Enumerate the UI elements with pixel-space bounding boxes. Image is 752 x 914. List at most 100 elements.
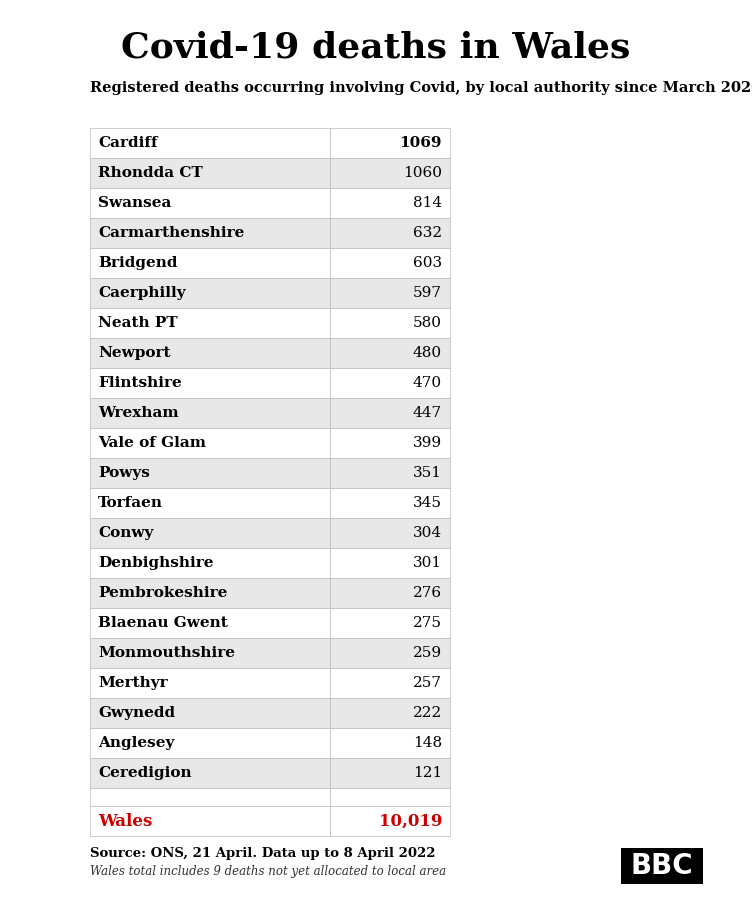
Bar bbox=[330, 728, 450, 758]
Text: Torfaen: Torfaen bbox=[98, 496, 163, 510]
Bar bbox=[90, 806, 330, 836]
Bar bbox=[90, 368, 330, 398]
Bar bbox=[330, 338, 450, 368]
Text: Powys: Powys bbox=[98, 466, 150, 480]
Bar bbox=[621, 848, 703, 884]
Bar bbox=[330, 608, 450, 638]
Bar bbox=[90, 698, 330, 728]
Text: 470: 470 bbox=[413, 376, 442, 390]
Text: Merthyr: Merthyr bbox=[98, 676, 168, 690]
Text: BBC: BBC bbox=[631, 852, 693, 880]
Bar bbox=[90, 728, 330, 758]
Bar bbox=[90, 458, 330, 488]
Bar bbox=[330, 698, 450, 728]
Bar bbox=[330, 788, 450, 806]
Text: Wales: Wales bbox=[98, 813, 152, 830]
Text: 603: 603 bbox=[413, 256, 442, 270]
Bar bbox=[90, 248, 330, 278]
Bar bbox=[330, 638, 450, 668]
Bar bbox=[90, 398, 330, 428]
Text: Conwy: Conwy bbox=[98, 526, 153, 540]
Bar bbox=[90, 188, 330, 218]
Bar bbox=[330, 758, 450, 788]
Bar bbox=[330, 806, 450, 836]
Bar bbox=[330, 518, 450, 548]
Bar bbox=[90, 278, 330, 308]
Bar bbox=[90, 488, 330, 518]
Bar bbox=[90, 338, 330, 368]
Text: Gwynedd: Gwynedd bbox=[98, 706, 175, 720]
Text: Swansea: Swansea bbox=[98, 196, 171, 210]
Text: 304: 304 bbox=[413, 526, 442, 540]
Text: 257: 257 bbox=[413, 676, 442, 690]
Text: 222: 222 bbox=[413, 706, 442, 720]
Text: 148: 148 bbox=[413, 736, 442, 750]
Text: Neath PT: Neath PT bbox=[98, 316, 177, 330]
Bar bbox=[90, 218, 330, 248]
Text: 121: 121 bbox=[413, 766, 442, 780]
Bar bbox=[330, 278, 450, 308]
Bar bbox=[90, 428, 330, 458]
Bar bbox=[330, 248, 450, 278]
Text: 275: 275 bbox=[413, 616, 442, 630]
Text: 447: 447 bbox=[413, 406, 442, 420]
Bar bbox=[330, 548, 450, 578]
Text: Anglesey: Anglesey bbox=[98, 736, 174, 750]
Bar bbox=[90, 158, 330, 188]
Bar bbox=[90, 128, 330, 158]
Text: 580: 580 bbox=[413, 316, 442, 330]
Bar bbox=[90, 308, 330, 338]
Text: Flintshire: Flintshire bbox=[98, 376, 182, 390]
Bar bbox=[330, 158, 450, 188]
Text: Newport: Newport bbox=[98, 346, 171, 360]
Text: 1069: 1069 bbox=[399, 136, 442, 150]
Bar bbox=[330, 668, 450, 698]
Text: Carmarthenshire: Carmarthenshire bbox=[98, 226, 244, 240]
Text: Covid-19 deaths in Wales: Covid-19 deaths in Wales bbox=[121, 31, 631, 65]
Text: Pembrokeshire: Pembrokeshire bbox=[98, 586, 227, 600]
Text: Blaenau Gwent: Blaenau Gwent bbox=[98, 616, 228, 630]
Bar bbox=[330, 428, 450, 458]
Text: Rhondda CT: Rhondda CT bbox=[98, 166, 203, 180]
Text: 345: 345 bbox=[413, 496, 442, 510]
Text: 814: 814 bbox=[413, 196, 442, 210]
Text: 10,019: 10,019 bbox=[378, 813, 442, 830]
Bar bbox=[90, 758, 330, 788]
Bar bbox=[330, 578, 450, 608]
Text: 1060: 1060 bbox=[403, 166, 442, 180]
Bar bbox=[90, 638, 330, 668]
Text: Monmouthshire: Monmouthshire bbox=[98, 646, 235, 660]
Text: Bridgend: Bridgend bbox=[98, 256, 177, 270]
Bar bbox=[330, 308, 450, 338]
Bar bbox=[90, 548, 330, 578]
Bar bbox=[90, 668, 330, 698]
Text: 632: 632 bbox=[413, 226, 442, 240]
Bar bbox=[90, 788, 330, 806]
Text: 276: 276 bbox=[413, 586, 442, 600]
Text: Wrexham: Wrexham bbox=[98, 406, 179, 420]
Bar bbox=[330, 398, 450, 428]
Bar bbox=[90, 578, 330, 608]
Text: 597: 597 bbox=[413, 286, 442, 300]
Text: Ceredigion: Ceredigion bbox=[98, 766, 192, 780]
Text: 399: 399 bbox=[413, 436, 442, 450]
Text: 351: 351 bbox=[413, 466, 442, 480]
Text: Cardiff: Cardiff bbox=[98, 136, 158, 150]
Text: Denbighshire: Denbighshire bbox=[98, 556, 214, 570]
Text: Wales total includes 9 deaths not yet allocated to local area: Wales total includes 9 deaths not yet al… bbox=[90, 866, 446, 878]
Text: Source: ONS, 21 April. Data up to 8 April 2022: Source: ONS, 21 April. Data up to 8 Apri… bbox=[90, 847, 435, 860]
Bar bbox=[90, 518, 330, 548]
Bar bbox=[330, 128, 450, 158]
Bar bbox=[330, 218, 450, 248]
Bar bbox=[330, 458, 450, 488]
Text: 480: 480 bbox=[413, 346, 442, 360]
Text: Vale of Glam: Vale of Glam bbox=[98, 436, 206, 450]
Text: Caerphilly: Caerphilly bbox=[98, 286, 186, 300]
Bar bbox=[90, 608, 330, 638]
Text: 259: 259 bbox=[413, 646, 442, 660]
Text: 301: 301 bbox=[413, 556, 442, 570]
Text: Registered deaths occurring involving Covid, by local authority since March 2020: Registered deaths occurring involving Co… bbox=[90, 81, 752, 95]
Bar bbox=[330, 188, 450, 218]
Bar bbox=[330, 368, 450, 398]
Bar bbox=[330, 488, 450, 518]
